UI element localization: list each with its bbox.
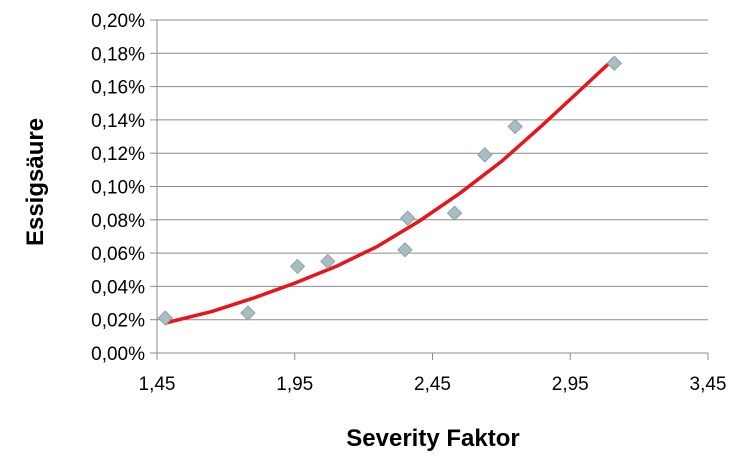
data-point: [477, 147, 493, 163]
trendline: [163, 56, 617, 325]
x-axis-title: Severity Faktor: [346, 425, 519, 452]
data-point: [240, 305, 256, 321]
y-tick-label: 0,04%: [91, 277, 145, 298]
scatter-points: [157, 55, 623, 326]
y-tick-label: 0,18%: [91, 44, 145, 65]
x-tick-label: 1,45: [139, 374, 176, 395]
data-point: [157, 310, 173, 326]
axes: [150, 19, 709, 360]
y-tick-label: 0,16%: [91, 78, 145, 99]
data-point: [397, 242, 413, 258]
y-tick-labels: 0,00% 0,02% 0,04% 0,06% 0,08% 0,10% 0,12% 0,14%…: [91, 11, 145, 365]
gridlines: [157, 19, 708, 321]
x-tick-label: 2,95: [552, 374, 589, 395]
x-tick-label: 1,95: [276, 374, 313, 395]
y-tick-label: 0,20%: [91, 11, 145, 32]
data-point: [399, 210, 416, 226]
x-tick-label: 3,45: [690, 374, 727, 395]
y-tick-label: 0,00%: [91, 344, 145, 365]
data-point: [446, 205, 463, 221]
data-point: [320, 253, 336, 270]
data-point: [606, 55, 623, 71]
y-tick-label: 0,14%: [91, 111, 145, 132]
data-point: [289, 258, 306, 275]
trendline-path: [163, 56, 617, 325]
data-point: [507, 118, 523, 135]
y-tick-label: 0,10%: [91, 178, 145, 199]
y-tick-label: 0,06%: [91, 244, 145, 265]
y-tick-label: 0,08%: [91, 211, 145, 232]
y-tick-label: 0,02%: [91, 311, 145, 332]
y-tick-label: 0,12%: [91, 144, 145, 165]
x-tick-label: 2,45: [414, 374, 451, 395]
y-axis-title: Essigsäure: [22, 118, 49, 246]
x-tick-labels: 1,45 1,95 2,45 2,95 3,45: [139, 374, 727, 395]
